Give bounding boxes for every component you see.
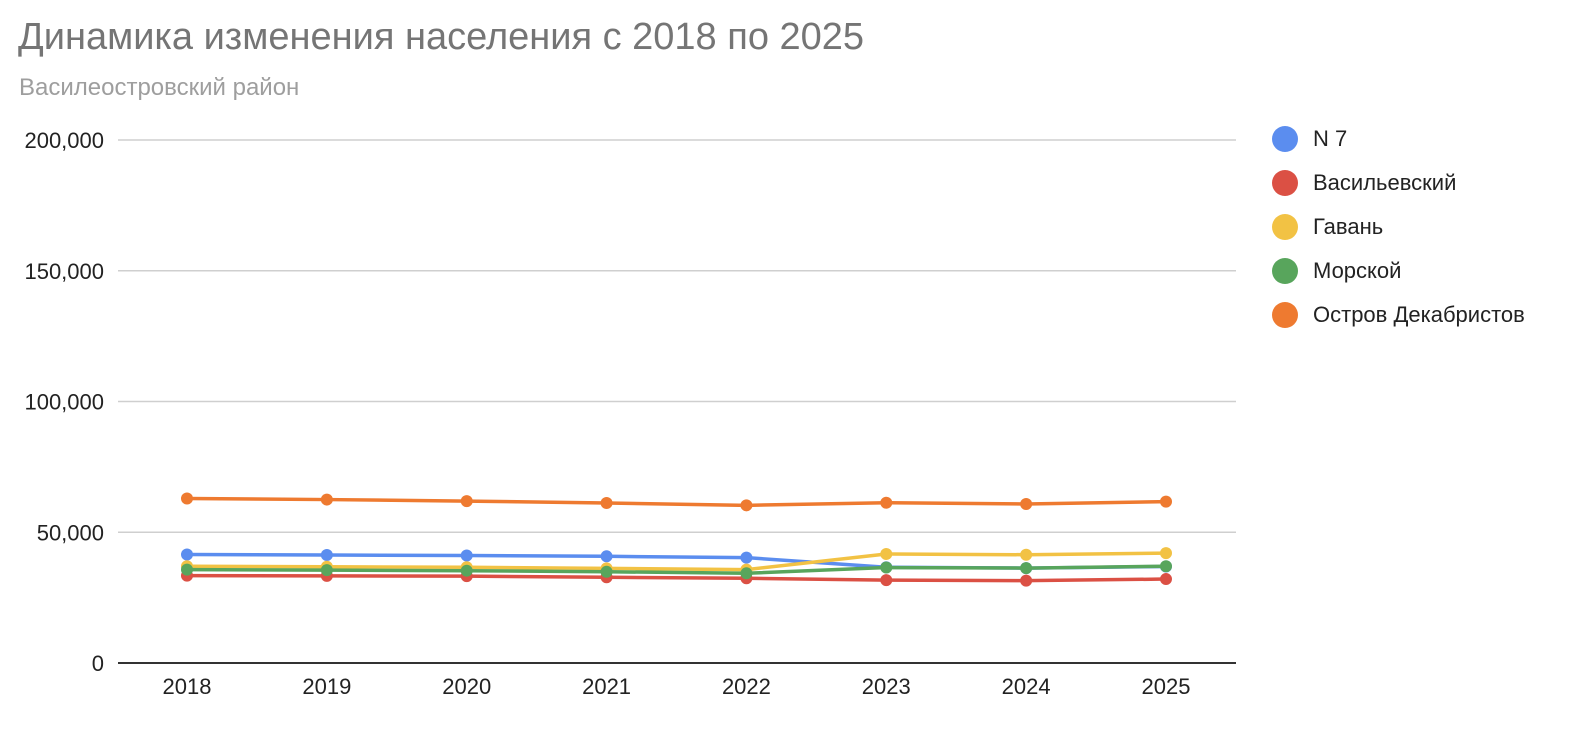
data-point xyxy=(460,564,473,577)
data-point xyxy=(1020,574,1033,587)
data-point xyxy=(880,561,893,574)
legend-swatch xyxy=(1272,302,1298,328)
data-point xyxy=(460,549,473,562)
legend-label: N 7 xyxy=(1313,126,1348,151)
y-tick-label: 200,000 xyxy=(24,128,104,153)
data-point xyxy=(320,549,333,562)
chart-subtitle: Василеостровский район xyxy=(19,74,300,101)
legend-item: Морской xyxy=(1272,257,1525,285)
data-point xyxy=(1020,548,1033,561)
data-point xyxy=(1020,498,1033,511)
legend-swatch xyxy=(1272,170,1298,196)
series-line xyxy=(185,496,1168,508)
data-point xyxy=(880,496,893,509)
data-point xyxy=(600,565,613,578)
data-point xyxy=(320,564,333,577)
data-point xyxy=(181,563,193,576)
legend-item: Остров Декабристов xyxy=(1272,301,1525,329)
y-tick-label: 100,000 xyxy=(24,390,104,415)
x-tick-label: 2021 xyxy=(582,674,631,699)
y-tick-label: 50,000 xyxy=(37,520,104,545)
x-tick-label: 2020 xyxy=(442,674,491,699)
data-point xyxy=(181,492,193,505)
x-tick-label: 2023 xyxy=(862,674,911,699)
axes: 0 50,000 100,000 150,000 200,000 2018 2019 2020… xyxy=(24,128,1236,699)
legend-swatch xyxy=(1272,126,1298,152)
data-point xyxy=(600,550,613,563)
legend-label: Остров Декабристов xyxy=(1313,302,1525,327)
data-point xyxy=(740,499,753,512)
legend-swatch xyxy=(1272,214,1298,240)
data-point xyxy=(1160,547,1172,560)
series-group xyxy=(181,560,1172,580)
gridlines xyxy=(118,139,1236,533)
data-point xyxy=(880,574,893,587)
legend-label: Гавань xyxy=(1313,214,1384,239)
x-tick-label: 2022 xyxy=(722,674,771,699)
series-line xyxy=(185,564,1168,576)
legend-item: Гавань xyxy=(1272,213,1525,241)
legend-swatch xyxy=(1272,258,1298,284)
legend-item: Васильевский xyxy=(1272,169,1525,197)
x-tick-label: 2019 xyxy=(302,674,351,699)
legend-label: Морской xyxy=(1313,258,1402,283)
data-point xyxy=(1020,562,1033,575)
series-lines xyxy=(181,492,1172,587)
data-point xyxy=(1160,560,1172,573)
data-point xyxy=(181,548,193,561)
legend-label: Васильевский xyxy=(1313,170,1457,195)
y-tick-label: 150,000 xyxy=(24,259,104,284)
x-tick-label: 2018 xyxy=(163,674,212,699)
legend: N 7 Васильевский Гавань Морской Остров Декаб… xyxy=(1272,125,1525,345)
data-point xyxy=(880,547,893,560)
data-point xyxy=(740,551,753,564)
y-tick-label: 0 xyxy=(92,651,104,676)
data-point xyxy=(460,495,473,508)
legend-item: N 7 xyxy=(1272,125,1525,153)
data-point xyxy=(1160,573,1172,586)
chart-title: Динамика изменения населения с 2018 по 2… xyxy=(18,16,865,58)
series-group xyxy=(181,492,1172,512)
series-line xyxy=(185,573,1168,583)
x-tick-label: 2024 xyxy=(1002,674,1051,699)
data-point xyxy=(740,567,753,580)
x-tick-label: 2025 xyxy=(1142,674,1191,699)
data-point xyxy=(1160,495,1172,508)
series-line xyxy=(185,551,1168,572)
data-point xyxy=(600,496,613,509)
data-point xyxy=(320,493,333,506)
